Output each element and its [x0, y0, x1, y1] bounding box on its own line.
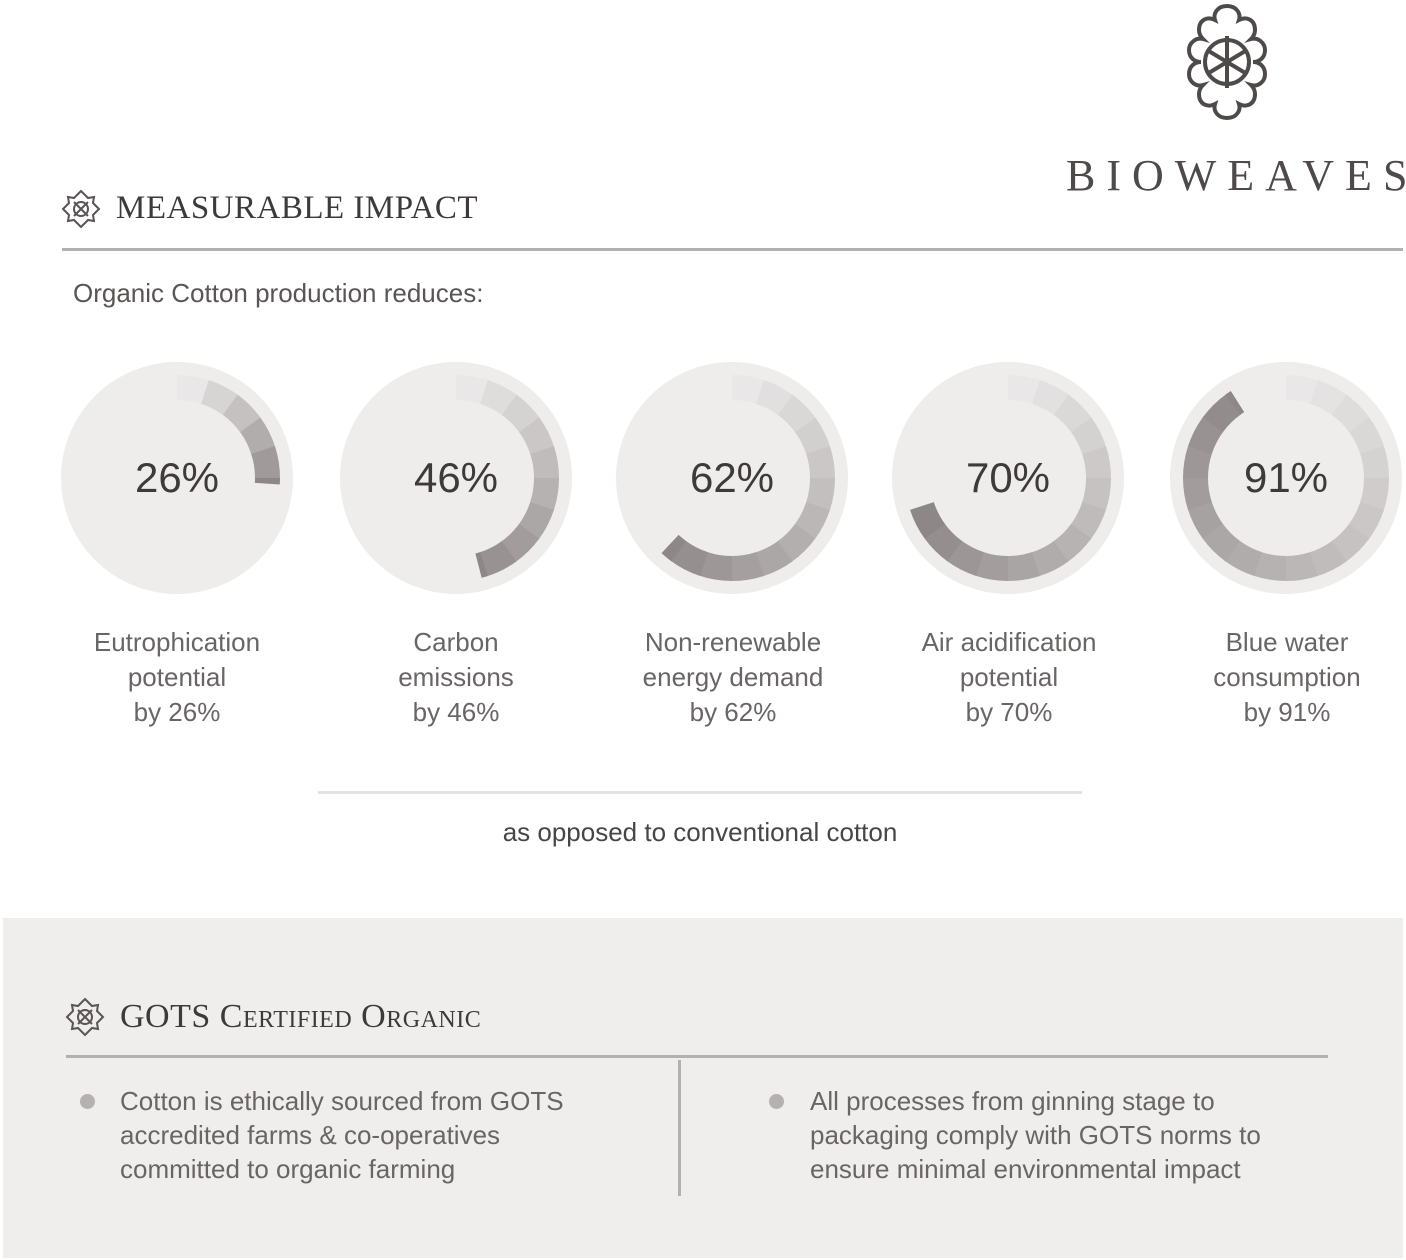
knot-emblem-icon — [61, 189, 101, 229]
gauge-segment — [1349, 417, 1385, 455]
gauge-segment — [1006, 552, 1040, 581]
gots-point-1: Cotton is ethically sourced from GOTS acc… — [120, 1086, 564, 1184]
gauge-segment — [1183, 445, 1213, 478]
gauge-3: 62% — [616, 362, 848, 594]
gauge-label-2: Carbon emissions by 46% — [398, 627, 514, 727]
gauge-label-4: Air acidification potential by 70% — [921, 627, 1097, 727]
gauge-segment — [254, 478, 280, 485]
knot-emblem-icon — [65, 997, 105, 1037]
gauge-label-3: Non-renewable energy demand by 62% — [642, 627, 824, 727]
gots-section — [3, 918, 1403, 1258]
gauge-segment — [501, 523, 540, 562]
gauge-segment — [222, 394, 261, 433]
column-divider — [678, 1060, 681, 1196]
comparison-note: as opposed to conventional cotton — [502, 817, 898, 847]
gauge-segment — [699, 551, 732, 581]
gauge-segment — [1359, 478, 1389, 511]
gauge-value: 26% — [135, 454, 219, 501]
gauge-segment — [251, 446, 280, 480]
section-divider — [66, 1055, 1328, 1058]
bioweaves-logo-icon — [1186, 3, 1268, 121]
gauge-5: 91% — [1170, 362, 1402, 594]
gauge-segment — [475, 552, 488, 578]
gauge-segment — [661, 534, 687, 562]
gauge-segment — [777, 394, 816, 433]
gauge-1: 26% — [61, 362, 293, 594]
gauge-value: 62% — [690, 454, 774, 501]
gauge-segment — [1183, 476, 1212, 510]
gauge-segment — [1053, 523, 1092, 562]
gauge-segment — [240, 417, 276, 455]
gauge-segment — [732, 375, 765, 405]
section-title-measurable-impact: MEASURABLE IMPACT — [116, 190, 479, 226]
gauge-2: 46% — [340, 362, 572, 594]
gauge-segment — [805, 478, 835, 511]
gauge-label-1: Eutrophication potential by 26% — [93, 627, 261, 727]
gauge-segment — [1053, 394, 1092, 433]
gauge-segment — [1082, 446, 1112, 480]
gauge-segment — [177, 375, 210, 405]
intro-text: Organic Cotton production reduces: — [73, 278, 484, 308]
divider — [318, 791, 1082, 794]
gauge-segment — [1331, 523, 1370, 562]
gauge-value: 46% — [414, 454, 498, 501]
gauge-segment — [755, 541, 793, 577]
gauge-segment — [1253, 551, 1286, 581]
gauge-segment — [975, 551, 1008, 581]
gauge-segment — [479, 541, 517, 577]
gauge-segment — [730, 552, 764, 581]
gauge-segment — [530, 446, 559, 480]
gauge-segment — [777, 523, 816, 562]
gauge-segment — [1008, 375, 1041, 405]
bullet-icon — [769, 1094, 784, 1109]
gauge-segment — [1081, 478, 1111, 511]
gauge-segment — [519, 417, 555, 455]
gauge-segment — [1202, 523, 1241, 562]
gauge-segment — [1286, 375, 1319, 405]
gots-point-2: All processes from ginning stage to packa… — [810, 1086, 1261, 1184]
gauge-segment — [795, 417, 831, 455]
gauge-segment — [924, 523, 963, 562]
section-divider — [62, 248, 1403, 251]
gauge-segment — [1071, 417, 1107, 455]
gauge-segment — [1309, 541, 1347, 577]
brand-name: BIOWEAVES — [1066, 151, 1406, 200]
bullet-icon — [80, 1094, 95, 1109]
gauge-value: 70% — [966, 454, 1050, 501]
gauge-segment — [910, 502, 945, 539]
gauge-4: 70% — [892, 362, 1124, 594]
gauges-chart: 26% 46% 62% 70% 91% — [61, 362, 1402, 594]
gauge-segment — [806, 446, 836, 480]
gauge-segment — [1360, 446, 1389, 480]
gauge-segment — [529, 478, 559, 511]
gauge-segment — [1031, 541, 1069, 577]
gauge-label-5: Blue water consumption by 91% — [1213, 627, 1361, 727]
section-title-gots: GOTS Certified Organic — [120, 998, 482, 1035]
gauge-segment — [1331, 394, 1370, 433]
gauge-segment — [501, 394, 540, 433]
gauge-segment — [1187, 501, 1223, 539]
gauge-value: 91% — [1244, 454, 1328, 501]
gauge-segment — [456, 375, 489, 405]
gauge-segment — [1225, 391, 1245, 415]
gauge-segment — [1202, 394, 1241, 433]
gauge-segment — [1284, 552, 1318, 581]
